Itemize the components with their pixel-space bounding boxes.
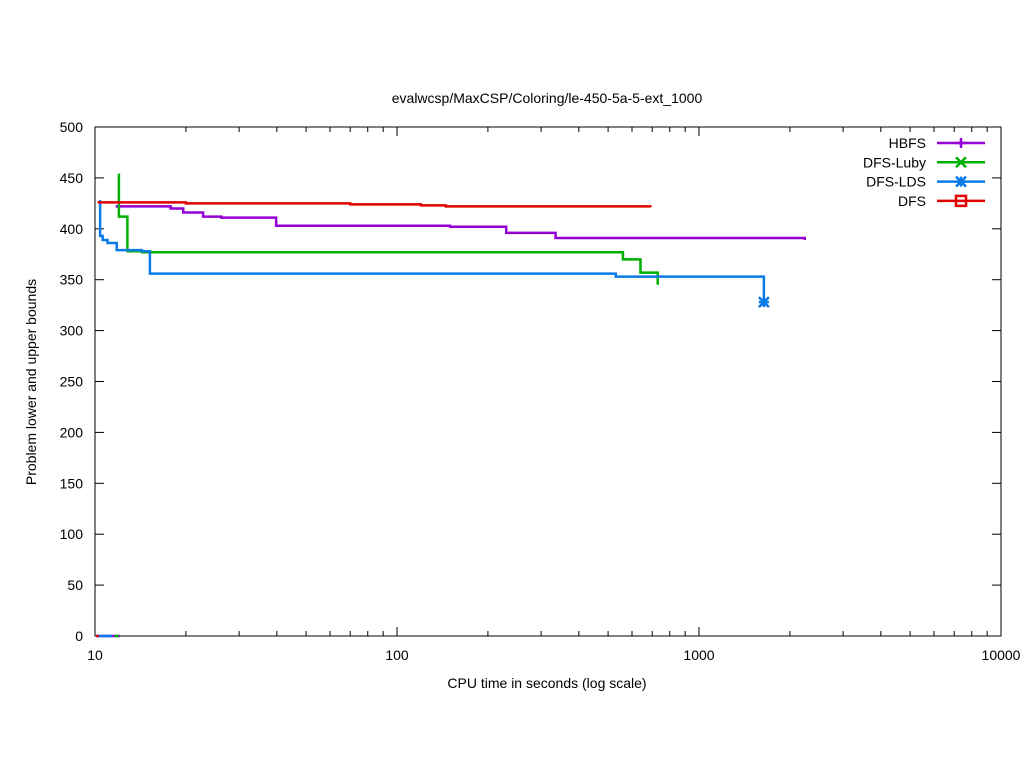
series-line-hbfs bbox=[115, 205, 807, 240]
legend-label-dfs: DFS bbox=[898, 193, 926, 209]
legend-label-dfs-lds: DFS-LDS bbox=[866, 174, 926, 190]
series-line-dfs-luby bbox=[117, 173, 659, 285]
y-tick-label: 250 bbox=[60, 374, 84, 390]
y-tick-label: 0 bbox=[75, 628, 83, 644]
x-tick-label: 100 bbox=[385, 647, 409, 663]
series-line-dfs bbox=[97, 201, 652, 208]
series-line-dfs-lds bbox=[98, 200, 766, 303]
legend-marker-hbfs bbox=[956, 138, 966, 148]
x-tick-label: 1000 bbox=[683, 647, 714, 663]
x-tick-label: 10 bbox=[87, 647, 103, 663]
series-dfs-luby bbox=[114, 173, 659, 638]
series-dfs bbox=[96, 201, 652, 638]
y-axis-label: Problem lower and upper bounds bbox=[23, 279, 39, 485]
legend: HBFS DFS-Luby DFS-LDS DFS bbox=[863, 135, 985, 209]
chart-title: evalwcsp/MaxCSP/Coloring/le-450-5a-5-ext… bbox=[392, 90, 703, 106]
end-marker-dfs-lds bbox=[757, 296, 770, 308]
series-hbfs bbox=[96, 205, 807, 638]
legend-marker-dfs bbox=[954, 194, 968, 208]
series-layer bbox=[96, 173, 807, 638]
x-axis-label: CPU time in seconds (log scale) bbox=[447, 675, 646, 691]
legend-label-dfs-luby: DFS-Luby bbox=[863, 154, 926, 170]
y-tick-label: 200 bbox=[60, 424, 84, 440]
legend-label-hbfs: HBFS bbox=[889, 135, 926, 151]
y-tick-label: 500 bbox=[60, 119, 84, 135]
series-dfs-lds bbox=[96, 200, 770, 638]
y-tick-label: 450 bbox=[60, 170, 84, 186]
x-tick-label: 10000 bbox=[982, 647, 1021, 663]
y-tick-label: 150 bbox=[60, 475, 84, 491]
y-tick-label: 400 bbox=[60, 221, 84, 237]
y-tick-label: 50 bbox=[67, 577, 83, 593]
legend-marker-dfs-lds bbox=[955, 175, 967, 188]
legend-marker-dfs-luby bbox=[955, 156, 967, 169]
y-tick-label: 300 bbox=[60, 323, 84, 339]
axis-ticks: 0 50 100 150 200 250 300 350 400 450 500 10 100 1000 1… bbox=[60, 119, 1021, 663]
y-tick-label: 350 bbox=[60, 272, 84, 288]
y-tick-label: 100 bbox=[60, 526, 84, 542]
